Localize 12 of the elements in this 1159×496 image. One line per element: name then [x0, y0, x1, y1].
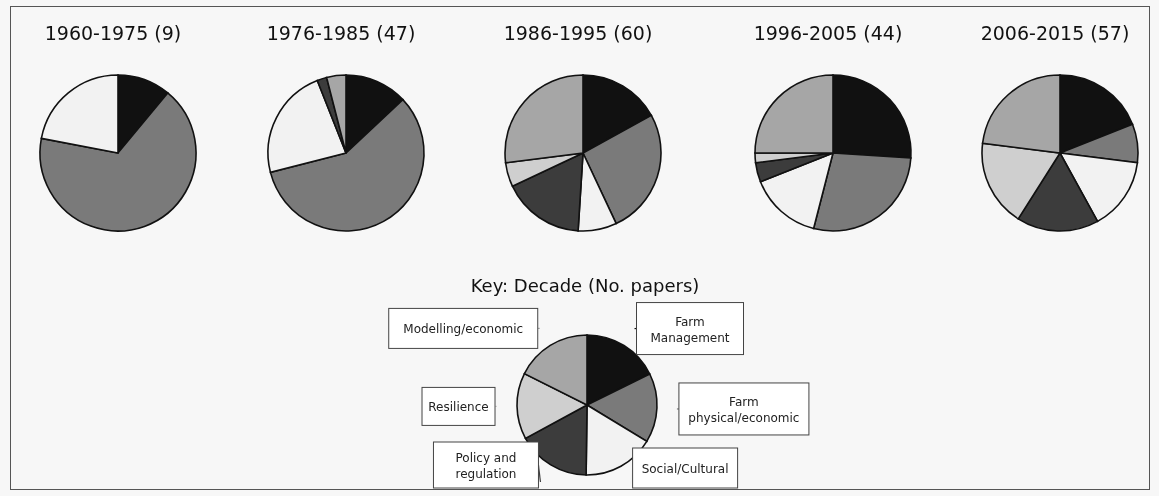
chart-title: 1960-1975 (9): [43, 22, 183, 44]
chart-title: 1996-2005 (44): [752, 22, 904, 44]
legend-label: Resilience: [428, 400, 489, 415]
chart-title: 2006-2015 (57): [979, 22, 1131, 44]
chart-title: Key: Decade (No. papers): [469, 275, 701, 296]
legend-label: Modelling/economic: [403, 322, 524, 337]
slice-label: Social/Cultural: [641, 462, 729, 476]
chart-title: 1986-1995 (60): [502, 22, 654, 44]
legend-label: Policy and regulation: [455, 451, 517, 481]
chart-title: 1976-1985 (47): [265, 22, 417, 44]
slice-label: Farm physical/economic: [688, 394, 800, 425]
slice-label: Farm Management: [650, 314, 730, 345]
